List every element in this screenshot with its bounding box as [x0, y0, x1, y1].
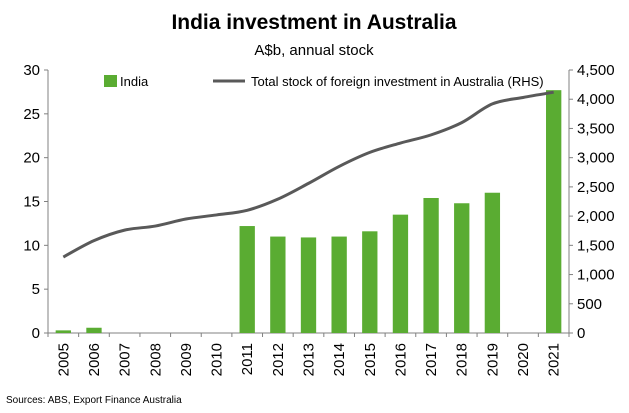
y-left-tick-label: 30: [23, 62, 40, 79]
x-tick-label: 2010: [209, 343, 226, 376]
y-left-tick-label: 10: [23, 237, 40, 254]
x-tick-label: 2005: [55, 343, 72, 376]
bar-india: [392, 214, 409, 333]
y-right-tick-label: 1,000: [577, 267, 615, 284]
legend-swatch-india: [104, 75, 117, 87]
legend: India Total stock of foreign investment …: [104, 74, 544, 89]
x-tick-label: 2019: [484, 343, 501, 376]
plot-area: 0 5 10 15 20 25 30 0 500 1,000 1,500 2,000 2,500 3,00…: [23, 62, 614, 376]
bar-india: [300, 237, 317, 333]
x-tick-label: 2008: [147, 343, 164, 376]
y-right-tick-label: 1,500: [577, 237, 615, 254]
y-right-tick-label: 4,500: [577, 62, 615, 79]
x-tick-label: 2012: [270, 343, 287, 376]
y-left-tick-label: 0: [32, 325, 40, 342]
bar-india: [55, 330, 71, 333]
chart-subtitle: A$b, annual stock: [254, 42, 374, 59]
y-right-tick-label: 2,500: [577, 179, 615, 196]
x-tick-label: 2020: [515, 343, 532, 376]
bar-india: [546, 90, 562, 333]
y-right-tick-label: 3,500: [577, 120, 615, 137]
x-tick-label: 2009: [178, 343, 195, 376]
x-tick-label: 2007: [117, 343, 134, 376]
bar-india: [362, 231, 378, 333]
bar-india: [270, 236, 286, 333]
x-tick-label: 2014: [331, 343, 348, 376]
bar-india: [86, 327, 102, 333]
x-tick-label: 2017: [423, 343, 440, 376]
y-left-tick-label: 5: [32, 281, 40, 298]
bar-india: [239, 226, 255, 333]
x-tick-label: 2013: [301, 343, 318, 376]
legend-label-india: India: [120, 74, 149, 89]
x-tick-label: 2006: [86, 343, 103, 376]
x-tick-label: 2021: [546, 343, 563, 376]
bar-india: [331, 236, 347, 333]
x-tick-label: 2018: [454, 343, 471, 376]
x-tick-label: 2011: [239, 343, 256, 375]
bar-india: [454, 203, 470, 333]
bar-india: [423, 197, 439, 333]
y-right-tick-label: 500: [577, 296, 602, 313]
y-left-tick-label: 15: [23, 194, 40, 211]
y-right-tick-label: 3,000: [577, 150, 615, 167]
y-right-tick-label: 2,000: [577, 208, 615, 225]
y-right-tick-label: 4,000: [577, 91, 615, 108]
x-tick-label: 2016: [392, 343, 409, 376]
chart-title: India investment in Australia: [171, 11, 456, 34]
y-right-tick-label: 0: [577, 325, 585, 342]
x-tick-label: 2015: [362, 343, 379, 376]
y-left-tick-label: 20: [23, 150, 40, 167]
line-total-stock: [62, 90, 554, 259]
legend-label-total-stock: Total stock of foreign investment in Aus…: [251, 74, 544, 89]
bar-india: [484, 192, 501, 333]
y-left-tick-label: 25: [23, 106, 40, 123]
chart-source: Sources: ABS, Export Finance Australia: [6, 395, 182, 406]
